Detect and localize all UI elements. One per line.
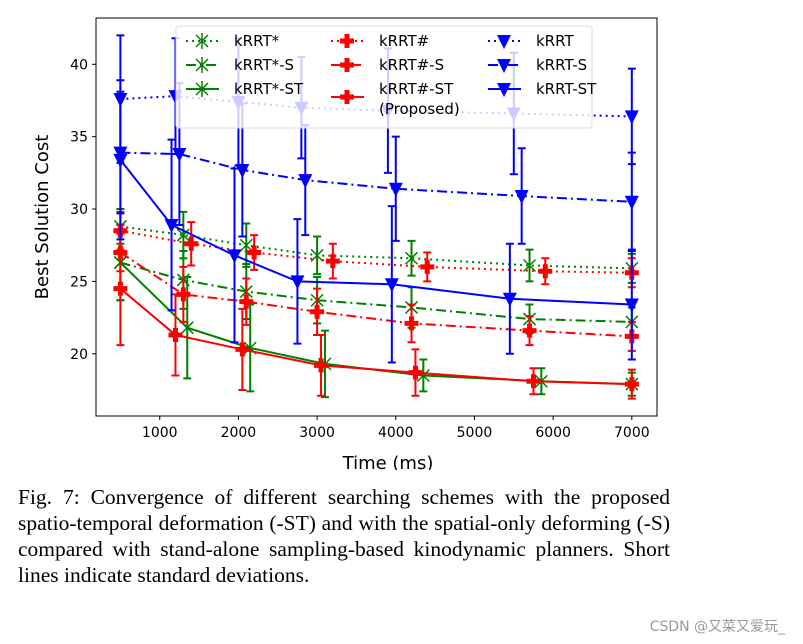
data-point bbox=[526, 374, 541, 389]
data-point bbox=[235, 342, 250, 357]
y-tick-label: 25 bbox=[70, 274, 88, 290]
data-point bbox=[388, 182, 403, 197]
legend-marker bbox=[497, 35, 511, 49]
data-point bbox=[227, 249, 242, 264]
data-point bbox=[239, 294, 254, 309]
series-line bbox=[119, 261, 632, 386]
series-line bbox=[120, 225, 632, 270]
data-point bbox=[247, 245, 262, 260]
data-point bbox=[624, 110, 639, 125]
legend-label: kRRT# bbox=[379, 32, 429, 50]
data-point bbox=[325, 254, 340, 269]
data-point bbox=[384, 278, 399, 293]
legend-label: kRRT#-S bbox=[379, 56, 444, 74]
x-tick-label: 5000 bbox=[457, 425, 493, 441]
plot-frame bbox=[95, 17, 658, 417]
y-axis-label: Best Solution Cost bbox=[32, 135, 53, 300]
watermark: CSDN @又菜又爱玩_ bbox=[649, 619, 785, 635]
series-krrt-st bbox=[113, 231, 639, 400]
data-point bbox=[172, 148, 187, 163]
data-point bbox=[514, 190, 529, 205]
legend-label: kRRT-ST bbox=[536, 80, 597, 98]
y-tick-label: 40 bbox=[70, 57, 88, 73]
series-krrt-st bbox=[113, 79, 639, 364]
legend-marker bbox=[497, 83, 511, 97]
series-line bbox=[120, 151, 632, 203]
legend-marker bbox=[340, 58, 354, 72]
x-tick-label: 6000 bbox=[535, 425, 571, 441]
data-point bbox=[624, 195, 639, 210]
legend-label: kRRT*-S bbox=[234, 56, 294, 74]
series-krrt- bbox=[113, 210, 639, 289]
legend-frame bbox=[175, 25, 593, 129]
data-point bbox=[420, 259, 435, 274]
data-point bbox=[184, 236, 199, 251]
figure-caption: Fig. 7: Convergence of different searchi… bbox=[18, 485, 670, 587]
data-point bbox=[314, 358, 329, 373]
y-tick-label: 30 bbox=[70, 202, 88, 218]
data-point bbox=[298, 174, 313, 189]
legend-marker bbox=[340, 34, 354, 48]
data-point bbox=[168, 327, 183, 342]
x-tick-label: 7000 bbox=[614, 425, 650, 441]
legend-marker bbox=[195, 33, 209, 49]
data-point bbox=[235, 163, 250, 178]
data-point bbox=[310, 304, 325, 319]
data-point bbox=[290, 275, 305, 290]
data-point bbox=[310, 247, 324, 264]
chart: 1000 2000 3000 4000 5000 6000 7000 20 25 30 35 40 T… bbox=[32, 17, 658, 470]
series-line bbox=[119, 287, 632, 386]
data-point bbox=[624, 377, 639, 392]
legend: kRRT* kRRT*-S kRRT*-ST kRRT# kRRT#-S kRRT#-ST… bbox=[175, 25, 597, 129]
data-point bbox=[502, 292, 517, 307]
data-point bbox=[523, 257, 537, 274]
x-tick-label: 1000 bbox=[142, 425, 178, 441]
data-point bbox=[404, 250, 419, 267]
data-point bbox=[522, 323, 537, 338]
x-tick-label: 4000 bbox=[378, 425, 414, 441]
data-point bbox=[164, 218, 179, 233]
data-point bbox=[624, 298, 639, 313]
legend-marker bbox=[195, 81, 209, 97]
series-line bbox=[119, 159, 632, 306]
y-tick-label: 20 bbox=[70, 347, 88, 363]
legend-label: kRRT* bbox=[234, 32, 280, 50]
data-point bbox=[408, 365, 423, 380]
legend-marker bbox=[340, 90, 354, 104]
data-point bbox=[113, 153, 128, 168]
y-tick-label: 35 bbox=[70, 130, 88, 146]
data-point bbox=[113, 281, 128, 296]
legend-label: kRRT#-ST (Proposed) bbox=[379, 80, 460, 118]
x-tick-label: 3000 bbox=[299, 425, 335, 441]
legend-marker bbox=[497, 59, 511, 73]
legend-label: kRRT-S bbox=[536, 56, 587, 74]
legend-label: kRRT bbox=[536, 32, 574, 50]
series-line bbox=[120, 261, 632, 323]
data-point bbox=[404, 316, 419, 331]
x-tick-label: 2000 bbox=[221, 425, 257, 441]
legend-marker bbox=[195, 57, 209, 73]
legend-label: kRRT*-ST bbox=[234, 80, 304, 98]
data-point bbox=[538, 264, 553, 279]
x-axis-label: Time (ms) bbox=[342, 453, 434, 470]
series-krrt-st bbox=[113, 223, 639, 399]
series-line bbox=[119, 251, 632, 338]
